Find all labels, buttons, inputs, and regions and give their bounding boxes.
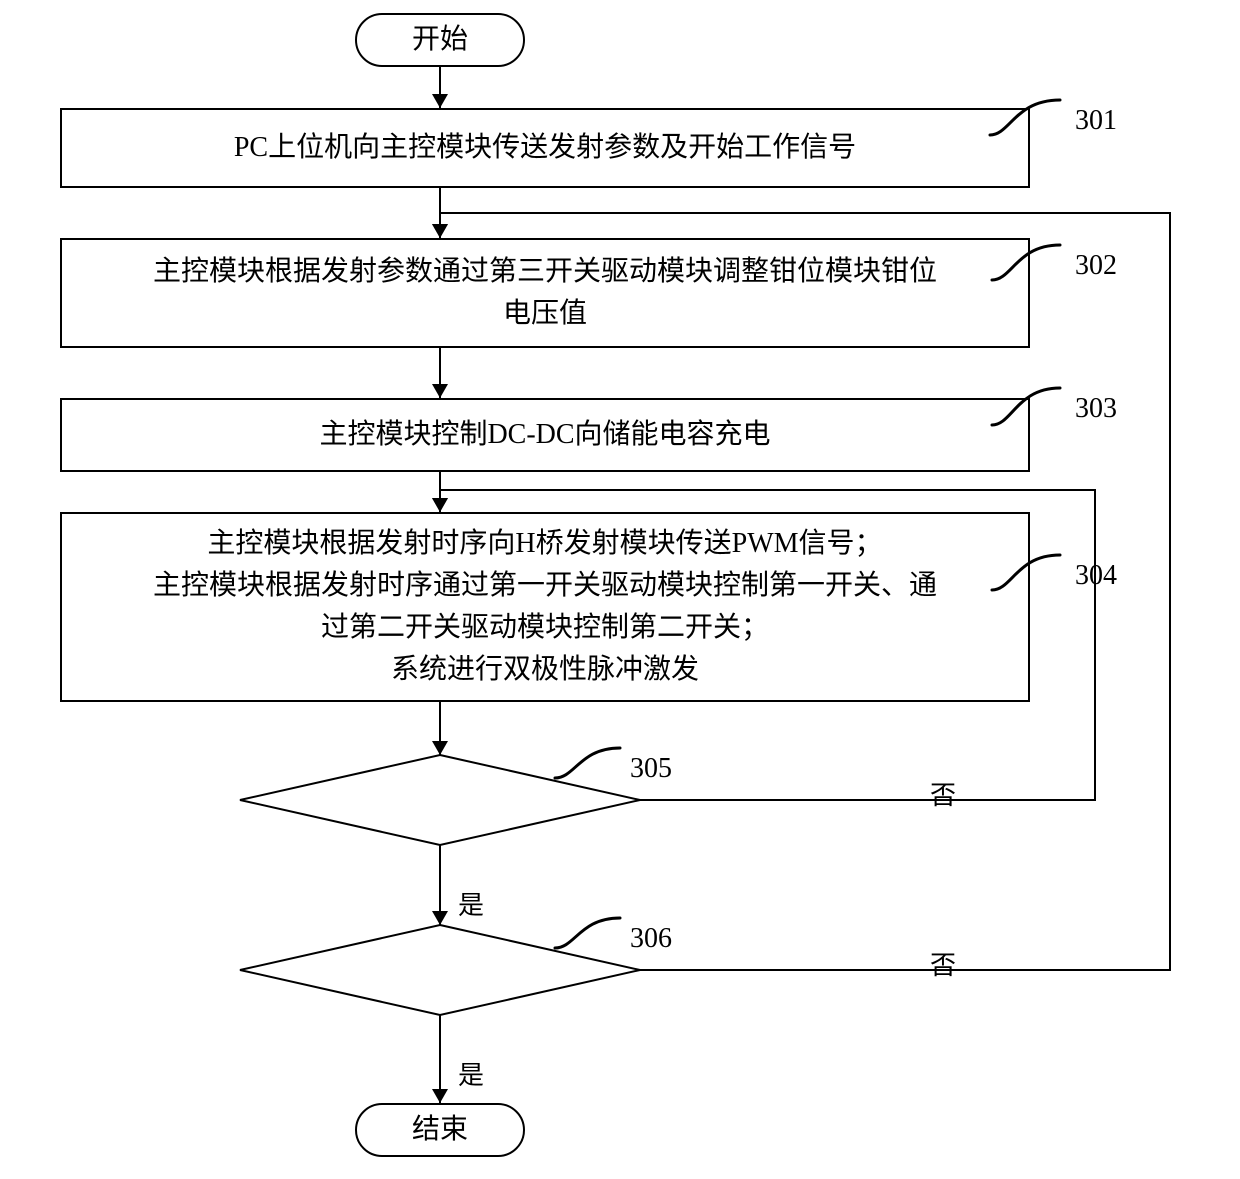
step-label-304: 304 — [1075, 560, 1117, 592]
step-label-301: 301 — [1075, 105, 1117, 137]
terminator-start: 开始 — [355, 13, 525, 67]
step-label-305: 305 — [630, 753, 672, 785]
step-label-302: 302 — [1075, 250, 1117, 282]
process-301: PC上位机向主控模块传送发射参数及开始工作信号 — [60, 108, 1030, 188]
flowchart-canvas: 开始 结束 PC上位机向主控模块传送发射参数及开始工作信号 主控模块根据发射参数… — [0, 0, 1240, 1179]
step-label-306: 306 — [630, 923, 672, 955]
process-303: 主控模块控制DC-DC向储能电容充电 — [60, 398, 1030, 472]
edge-label-yes-306: 是 — [458, 1055, 484, 1092]
process-304: 主控模块根据发射时序向H桥发射模块传送PWM信号； 主控模块根据发射时序通过第一… — [60, 512, 1030, 702]
process-302: 主控模块根据发射参数通过第三开关驱动模块调整钳位模块钳位 电压值 — [60, 238, 1030, 348]
terminator-end: 结束 — [355, 1103, 525, 1157]
decision-305-text: 是否完成单次发射 — [240, 755, 640, 845]
decision-306-text: 是否完成叠加发射 — [240, 925, 640, 1015]
edge-label-no-306: 否 — [930, 945, 956, 982]
step-label-303: 303 — [1075, 393, 1117, 425]
edge-label-no-305: 否 — [930, 775, 956, 812]
edge-label-yes-305: 是 — [458, 885, 484, 922]
